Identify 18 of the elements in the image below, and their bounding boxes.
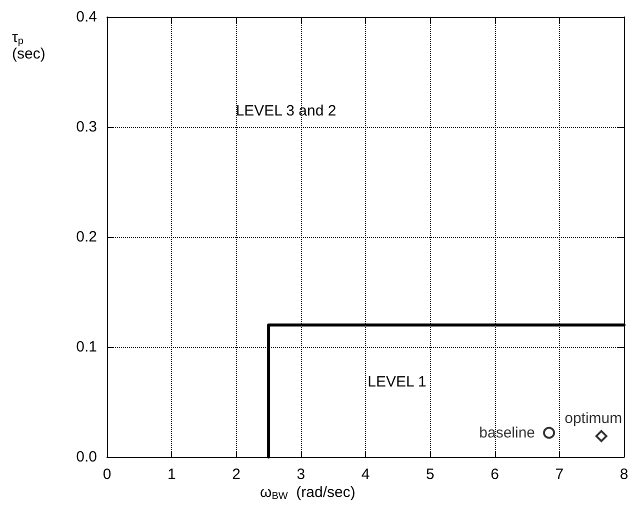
annotation: LEVEL 1 [368, 374, 426, 390]
x-tick-label: 7 [555, 466, 564, 483]
x-tick-label: 4 [361, 466, 370, 483]
x-tick-label: 1 [167, 466, 176, 483]
y-tick-label: 0.2 [76, 228, 97, 246]
series-label: baseline [479, 424, 536, 442]
x-tick-label: 3 [296, 466, 306, 483]
x-tick-label: 6 [490, 466, 499, 483]
x-tick-label: 0 [102, 466, 112, 483]
y-tick-label: 0.0 [76, 448, 97, 466]
x-tick-label: 8 [620, 466, 628, 483]
annotation: LEVEL 3 and 2 [236, 102, 336, 120]
y-tick-label: 0.1 [76, 338, 97, 356]
series-label: optimum [564, 410, 622, 428]
x-tick-label: 5 [426, 466, 434, 483]
y-tick-label: 0.4 [76, 8, 97, 26]
x-tick-label: 2 [232, 466, 240, 483]
y-tick-label: 0.3 [76, 118, 97, 136]
